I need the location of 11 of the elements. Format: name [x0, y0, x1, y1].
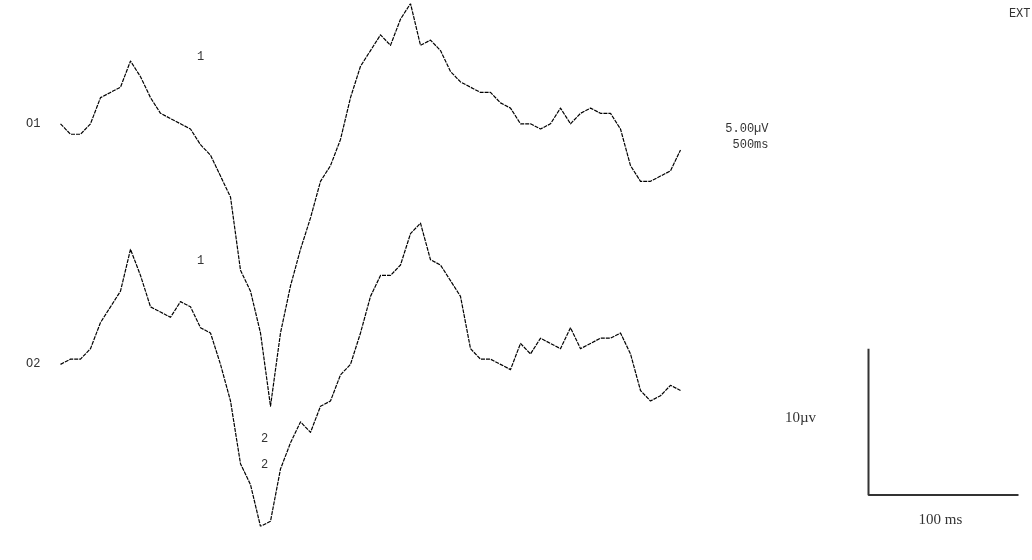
text: 500ms — [732, 137, 769, 152]
annotation: 1 — [196, 254, 205, 269]
text: 5.00µV — [725, 122, 770, 137]
series-label: O1 — [26, 116, 41, 131]
text: 100 ms — [918, 510, 963, 527]
annotation: 2 — [260, 432, 269, 447]
annotation: 2 — [260, 458, 269, 473]
series-label: O2 — [26, 357, 41, 372]
text: EXT — [1008, 6, 1031, 21]
text: 10µv — [784, 408, 817, 425]
annotation: 1 — [196, 50, 205, 65]
